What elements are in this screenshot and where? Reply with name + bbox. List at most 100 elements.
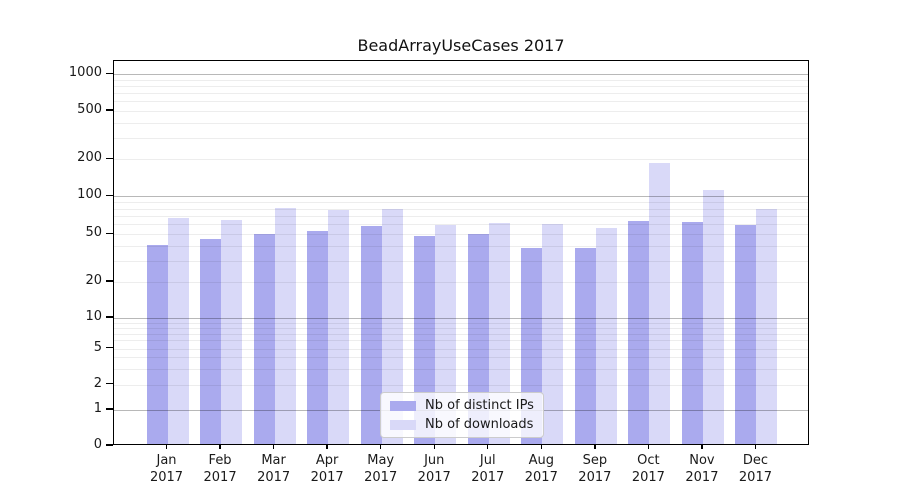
minor-gridline [114, 348, 808, 350]
y-tick-label: 100 [77, 187, 102, 203]
y-tick-label: 500 [77, 102, 102, 117]
legend-entry-distinct-ips: Nb of distinct IPs [390, 398, 534, 413]
chart-title: BeadArrayUseCases 2017 [357, 36, 565, 55]
minor-gridline [114, 208, 808, 210]
x-tick-label: Sep 2017 [578, 453, 612, 485]
bar-distinct-ips-jan [146, 245, 168, 444]
bar-distinct-ips-apr [307, 231, 329, 444]
y-tick-label: 50 [85, 225, 102, 241]
x-tick-label: Nov 2017 [685, 453, 719, 485]
minor-gridline [114, 159, 808, 161]
y-tick-mark [106, 194, 113, 197]
bar-downloads-aug [542, 224, 564, 444]
legend-entry-downloads: Nb of downloads [390, 417, 534, 432]
minor-gridline [114, 234, 808, 236]
x-tick-label: Aug 2017 [524, 453, 558, 485]
x-tick-label: Feb 2017 [203, 453, 237, 485]
y-tick-mark [106, 157, 113, 159]
y-tick-label: 200 [77, 150, 102, 166]
bar-distinct-ips-sep [574, 248, 596, 444]
x-tick-mark [433, 445, 435, 449]
minor-gridline [114, 216, 808, 218]
bar-downloads-dec [756, 208, 778, 444]
y-tick-label: 0 [93, 437, 102, 452]
bar-distinct-ips-oct [628, 220, 650, 444]
minor-gridline [114, 101, 808, 103]
legend-swatch-downloads [390, 419, 416, 430]
minor-gridline [114, 260, 808, 262]
x-tick-label: Jul 2017 [471, 453, 505, 485]
y-tick-mark [106, 408, 113, 410]
y-tick-label: 20 [85, 272, 102, 288]
minor-gridline [114, 333, 808, 335]
minor-gridline [114, 281, 808, 283]
y-tick-label: 1000 [68, 65, 102, 81]
x-tick-label: Oct 2017 [631, 453, 665, 485]
bar-distinct-ips-jul [467, 233, 489, 444]
x-tick-label: Mar 2017 [257, 453, 291, 485]
plot-area [113, 60, 809, 445]
major-gridline [114, 317, 808, 319]
x-tick-mark [540, 445, 542, 449]
major-gridline [114, 196, 808, 198]
bar-downloads-jun [435, 225, 457, 444]
x-tick-mark [647, 445, 650, 449]
minor-gridline [114, 384, 808, 386]
bar-downloads-jul [488, 223, 510, 444]
bar-distinct-ips-may [360, 226, 382, 444]
y-tick-mark [106, 280, 113, 282]
minor-gridline [114, 111, 808, 112]
bar-distinct-ips-dec [735, 225, 757, 444]
minor-gridline [114, 122, 808, 124]
legend-label-downloads: Nb of downloads [425, 417, 534, 432]
x-tick-mark [272, 445, 275, 449]
x-tick-mark [594, 445, 596, 449]
minor-gridline [114, 137, 808, 139]
minor-gridline [114, 327, 808, 329]
y-tick-label: 5 [93, 339, 102, 355]
y-tick-mark [106, 72, 113, 74]
x-tick-mark [701, 445, 703, 449]
bar-downloads-may [381, 208, 403, 444]
bar-downloads-oct [649, 162, 671, 444]
legend-swatch-distinct-ips [390, 400, 416, 411]
bar-distinct-ips-jun [414, 235, 436, 444]
y-tick-label: 2 [93, 375, 102, 391]
minor-gridline [114, 246, 808, 248]
x-tick-label: Apr 2017 [310, 453, 344, 485]
minor-gridline [114, 368, 808, 370]
x-tick-mark [379, 445, 382, 449]
x-tick-label: May 2017 [364, 453, 398, 485]
x-tick-mark [487, 445, 489, 449]
legend: Nb of distinct IPs Nb of downloads [380, 392, 544, 438]
minor-gridline [114, 93, 808, 95]
minor-gridline [114, 322, 808, 324]
minor-gridline [114, 86, 808, 88]
bar-downloads-mar [274, 208, 296, 444]
x-tick-mark [326, 445, 328, 449]
bar-downloads-nov [702, 190, 724, 444]
y-tick-mark [106, 444, 113, 446]
bar-distinct-ips-mar [253, 233, 275, 444]
bar-downloads-jan [167, 218, 189, 444]
y-tick-label: 10 [85, 308, 102, 324]
x-tick-label: Jan 2017 [149, 453, 184, 485]
minor-gridline [114, 224, 808, 226]
y-tick-mark [106, 316, 113, 318]
bar-distinct-ips-nov [681, 221, 703, 444]
x-tick-mark [754, 445, 757, 449]
minor-gridline [114, 79, 808, 81]
bar-downloads-feb [221, 219, 243, 444]
y-tick-mark [106, 109, 113, 111]
x-tick-mark [219, 445, 221, 449]
y-tick-mark [106, 382, 113, 385]
y-tick-label: 1 [93, 401, 102, 416]
x-tick-mark [165, 445, 168, 449]
legend-label-distinct-ips: Nb of distinct IPs [425, 398, 534, 413]
y-tick-mark [106, 346, 113, 349]
minor-gridline [114, 340, 808, 342]
major-gridline [114, 74, 808, 76]
minor-gridline [114, 202, 808, 204]
bar-distinct-ips-feb [200, 239, 222, 444]
